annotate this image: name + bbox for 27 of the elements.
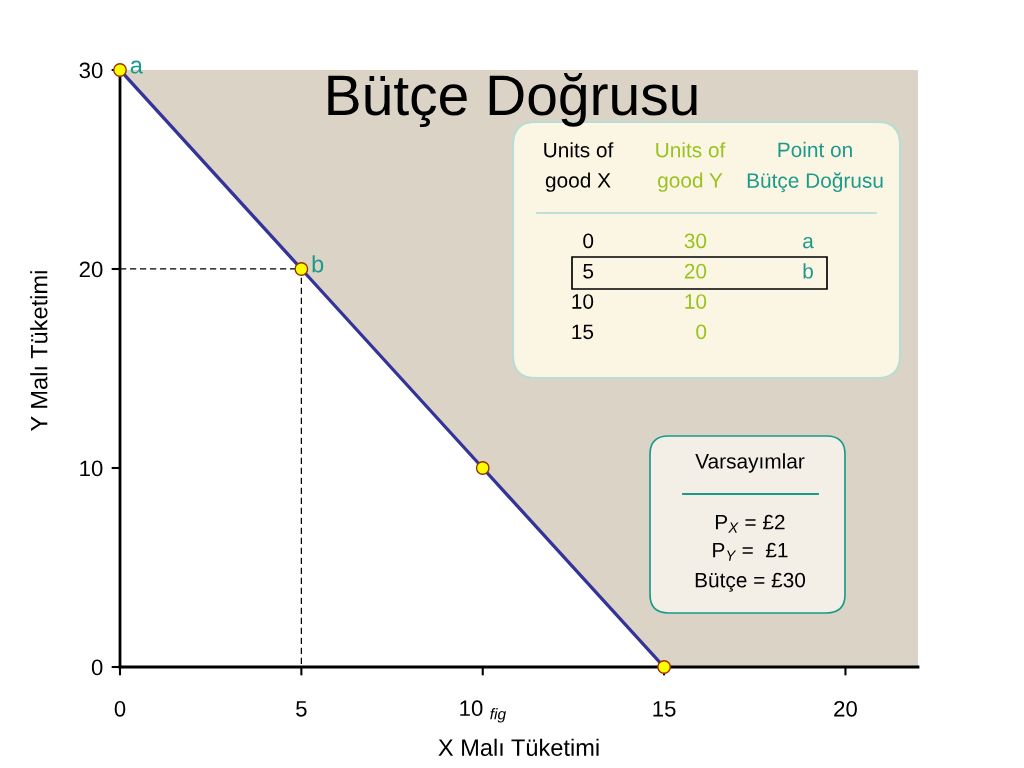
x-tick-label: 15 (653, 701, 676, 717)
annotation: Units of good Y (656, 142, 726, 192)
annotation: P$_{Y}$ = £1 (713, 542, 788, 561)
point (294, 262, 309, 276)
x-tick-label: 5 (296, 701, 307, 717)
point (657, 660, 671, 674)
x-tick-label: 10 $_{fig}$ (460, 700, 507, 723)
annotation: a b (803, 236, 814, 279)
annotation: 30 20 10 0 (684, 233, 707, 340)
annotation: Units of good X (544, 142, 614, 192)
annotation: Varsayımlar (695, 453, 805, 473)
y-tick-label: 20 (79, 261, 103, 278)
y-tick-label: 0 (91, 659, 103, 676)
point (475, 461, 490, 475)
annotation: a (130, 60, 143, 74)
annotation: P$_{X}$ = £2 (715, 514, 785, 533)
annotation: Point on Bütçe Doğrusu (747, 141, 883, 193)
x-tick-label: 20 (834, 700, 857, 717)
y-axis-title: Y Malı Tüketimi (30, 271, 48, 431)
y-tick-label: 30 (79, 62, 103, 79)
x-tick-label: 0 (114, 700, 126, 717)
chart-title: Bütçe Doğrusu (328, 72, 697, 128)
annotation: b (312, 255, 324, 273)
x-axis-title: X Malı Tüketimi (438, 738, 599, 756)
annotation: 0 5 10 15 (572, 233, 594, 340)
y-tick-label: 10 (80, 460, 103, 477)
annotation: Bütçe = £30 (695, 572, 806, 592)
